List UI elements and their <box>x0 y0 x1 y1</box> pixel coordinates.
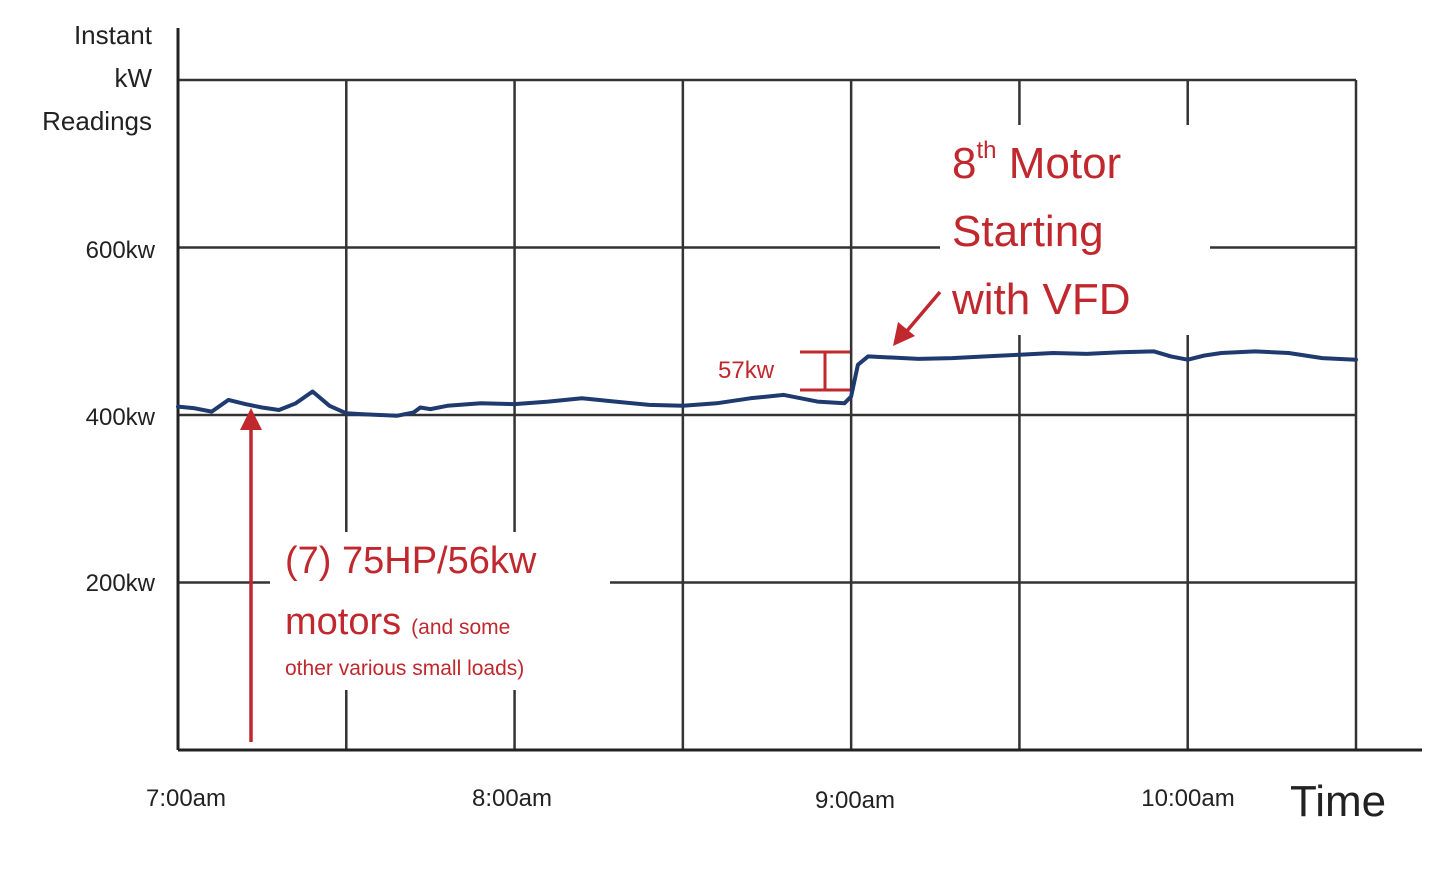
right-note-ordinal: 8 <box>952 139 976 188</box>
y-axis-label-line-3: Readings <box>42 106 152 136</box>
y-tick-label: 600kw <box>86 237 156 264</box>
right-note-background <box>940 125 1210 335</box>
y-axis-label-line-2: kW <box>114 63 152 93</box>
left-note-line-3: other various small loads) <box>285 657 524 680</box>
y-tick-label: 200kw <box>86 570 156 597</box>
y-axis-label-line-1: Instant <box>74 20 153 50</box>
left-note-small: (and some <box>411 616 510 639</box>
x-axis-title: Time <box>1290 777 1386 826</box>
left-note-background <box>270 532 610 690</box>
axes <box>176 28 1422 752</box>
right-note-line-1: 8th Motor <box>952 137 1121 188</box>
left-note-main: motors <box>285 601 401 643</box>
x-tick-label: 10:00am <box>1141 785 1234 812</box>
right-note-sup: th <box>976 137 996 164</box>
x-tick-label: 9:00am <box>815 787 895 814</box>
right-arrow-shaft <box>904 290 942 334</box>
series-line <box>176 349 1358 418</box>
step-bracket <box>800 350 850 392</box>
left-note-line-1: (7) 75HP/56kw <box>285 540 537 582</box>
right-note-line-2: Starting <box>952 207 1104 256</box>
step-label: 57kw <box>718 357 775 384</box>
left-note-line-2: motors (and some <box>285 601 510 643</box>
y-tick-label: 400kw <box>86 404 156 431</box>
right-note-line-3: with VFD <box>951 275 1130 324</box>
x-tick-label: 7:00am <box>146 785 226 812</box>
right-note-motor: Motor <box>997 139 1122 188</box>
step-label-background <box>712 350 802 386</box>
right-arrow-head <box>893 322 915 346</box>
x-tick-label: 8:00am <box>472 785 552 812</box>
left-arrow-head <box>240 408 262 430</box>
